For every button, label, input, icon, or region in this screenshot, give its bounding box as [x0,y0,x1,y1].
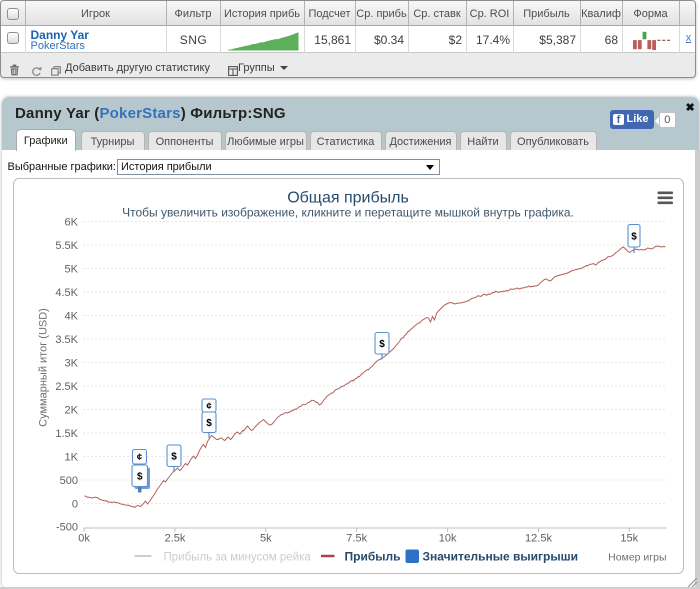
svg-text:500: 500 [59,475,77,487]
svg-text:2K: 2K [64,404,78,416]
svg-text:Общая прибыль: Общая прибыль [287,189,409,206]
svg-text:5K: 5K [64,263,78,275]
svg-text:6K: 6K [64,216,78,228]
svg-text:12.5k: 12.5k [525,532,552,544]
svg-text:3.5K: 3.5K [55,334,78,346]
svg-text:2.5k: 2.5k [164,532,185,544]
svg-text:Номер игры: Номер игры [608,551,666,563]
svg-text:¢: ¢ [206,400,212,411]
svg-text:0: 0 [71,498,77,510]
svg-text:$: $ [136,471,142,482]
svg-text:0k: 0k [78,532,90,544]
svg-text:1.5K: 1.5K [55,428,78,440]
svg-text:$: $ [631,231,637,242]
svg-text:¢: ¢ [136,452,142,463]
svg-text:$: $ [379,338,385,349]
svg-text:5k: 5k [259,532,271,544]
svg-text:4K: 4K [64,310,78,322]
svg-text:10k: 10k [438,532,456,544]
svg-text:Значительные выигрыши: Значительные выигрыши [422,549,578,563]
svg-text:4.5K: 4.5K [55,287,78,299]
svg-text:Чтобы увеличить изображение, к: Чтобы увеличить изображение, кликните и … [122,205,574,219]
svg-text:Суммарный итог (USD): Суммарный итог (USD) [37,308,49,427]
svg-text:3K: 3K [64,357,78,369]
svg-text:5.5K: 5.5K [55,240,78,252]
svg-text:2.5K: 2.5K [55,381,78,393]
svg-text:Прибыль за минусом рейка: Прибыль за минусом рейка [163,551,311,563]
svg-text:15k: 15k [620,532,638,544]
svg-text:$: $ [171,451,177,462]
svg-text:$: $ [206,417,212,428]
svg-text:7.5k: 7.5k [346,532,367,544]
svg-text:Прибыль: Прибыль [344,549,400,563]
svg-text:1K: 1K [64,451,78,463]
svg-text:-500: -500 [55,521,77,533]
